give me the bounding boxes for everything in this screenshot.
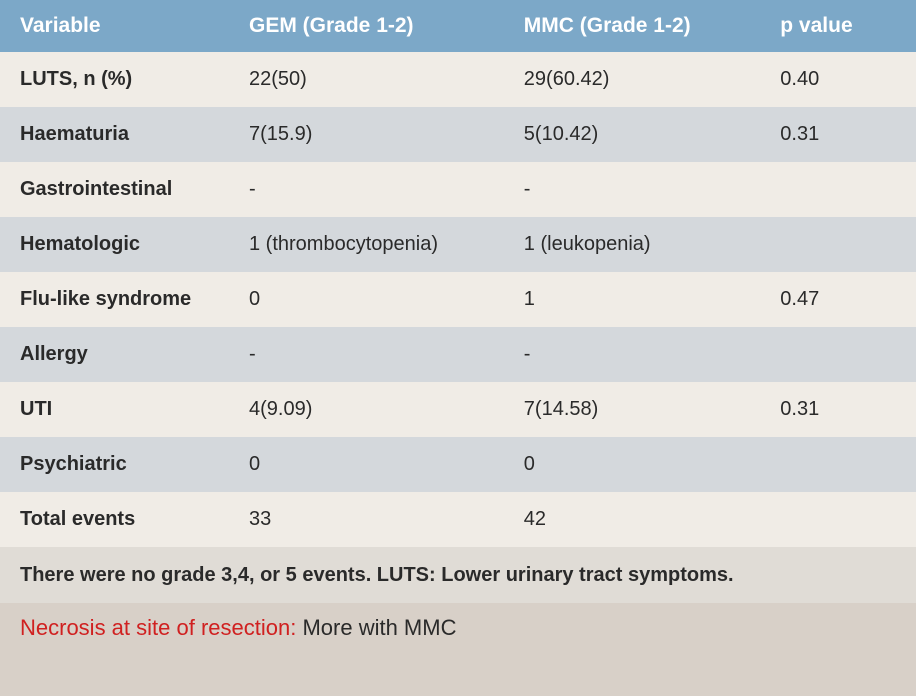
cell-gem: - [229, 327, 504, 382]
cell-mmc: - [504, 327, 760, 382]
cell-pvalue: 0.31 [760, 107, 916, 162]
annotation-red-text: Necrosis at site of resection: [20, 615, 302, 640]
table-row: Haematuria 7(15.9) 5(10.42) 0.31 [0, 107, 916, 162]
cell-variable: Psychiatric [0, 437, 229, 492]
cell-variable: Haematuria [0, 107, 229, 162]
cell-variable: Flu-like syndrome [0, 272, 229, 327]
cell-mmc: 7(14.58) [504, 382, 760, 437]
cell-gem: 22(50) [229, 52, 504, 107]
table-footer-row: There were no grade 3,4, or 5 events. LU… [0, 547, 916, 603]
col-header-variable: Variable [0, 0, 229, 52]
table-row: Gastrointestinal - - [0, 162, 916, 217]
cell-gem: 7(15.9) [229, 107, 504, 162]
table-row: LUTS, n (%) 22(50) 29(60.42) 0.40 [0, 52, 916, 107]
cell-pvalue [760, 327, 916, 382]
adverse-events-table: Variable GEM (Grade 1-2) MMC (Grade 1-2)… [0, 0, 916, 603]
cell-gem: 33 [229, 492, 504, 547]
table-row: Hematologic 1 (thrombocytopenia) 1 (leuk… [0, 217, 916, 272]
cell-gem: 1 (thrombocytopenia) [229, 217, 504, 272]
cell-pvalue: 0.47 [760, 272, 916, 327]
col-header-gem: GEM (Grade 1-2) [229, 0, 504, 52]
cell-gem: - [229, 162, 504, 217]
cell-mmc: 1 (leukopenia) [504, 217, 760, 272]
cell-gem: 0 [229, 437, 504, 492]
cell-mmc: 5(10.42) [504, 107, 760, 162]
table-row: Flu-like syndrome 0 1 0.47 [0, 272, 916, 327]
cell-variable: LUTS, n (%) [0, 52, 229, 107]
annotation-black-text: More with MMC [302, 615, 456, 640]
cell-mmc: 1 [504, 272, 760, 327]
col-header-mmc: MMC (Grade 1-2) [504, 0, 760, 52]
cell-mmc: 42 [504, 492, 760, 547]
cell-variable: Allergy [0, 327, 229, 382]
cell-mmc: - [504, 162, 760, 217]
cell-variable: UTI [0, 382, 229, 437]
table-row: Total events 33 42 [0, 492, 916, 547]
cell-gem: 4(9.09) [229, 382, 504, 437]
cell-pvalue [760, 492, 916, 547]
cell-pvalue: 0.31 [760, 382, 916, 437]
cell-variable: Hematologic [0, 217, 229, 272]
table-row: Allergy - - [0, 327, 916, 382]
cell-variable: Total events [0, 492, 229, 547]
cell-gem: 0 [229, 272, 504, 327]
cell-pvalue [760, 437, 916, 492]
footer-note: There were no grade 3,4, or 5 events. LU… [0, 547, 916, 603]
col-header-pvalue: p value [760, 0, 916, 52]
cell-pvalue [760, 217, 916, 272]
table-container: Variable GEM (Grade 1-2) MMC (Grade 1-2)… [0, 0, 916, 603]
table-row: Psychiatric 0 0 [0, 437, 916, 492]
cell-variable: Gastrointestinal [0, 162, 229, 217]
cell-pvalue: 0.40 [760, 52, 916, 107]
table-header-row: Variable GEM (Grade 1-2) MMC (Grade 1-2)… [0, 0, 916, 52]
cell-mmc: 29(60.42) [504, 52, 760, 107]
cell-mmc: 0 [504, 437, 760, 492]
annotation-line: Necrosis at site of resection: More with… [0, 603, 916, 653]
cell-pvalue [760, 162, 916, 217]
table-row: UTI 4(9.09) 7(14.58) 0.31 [0, 382, 916, 437]
